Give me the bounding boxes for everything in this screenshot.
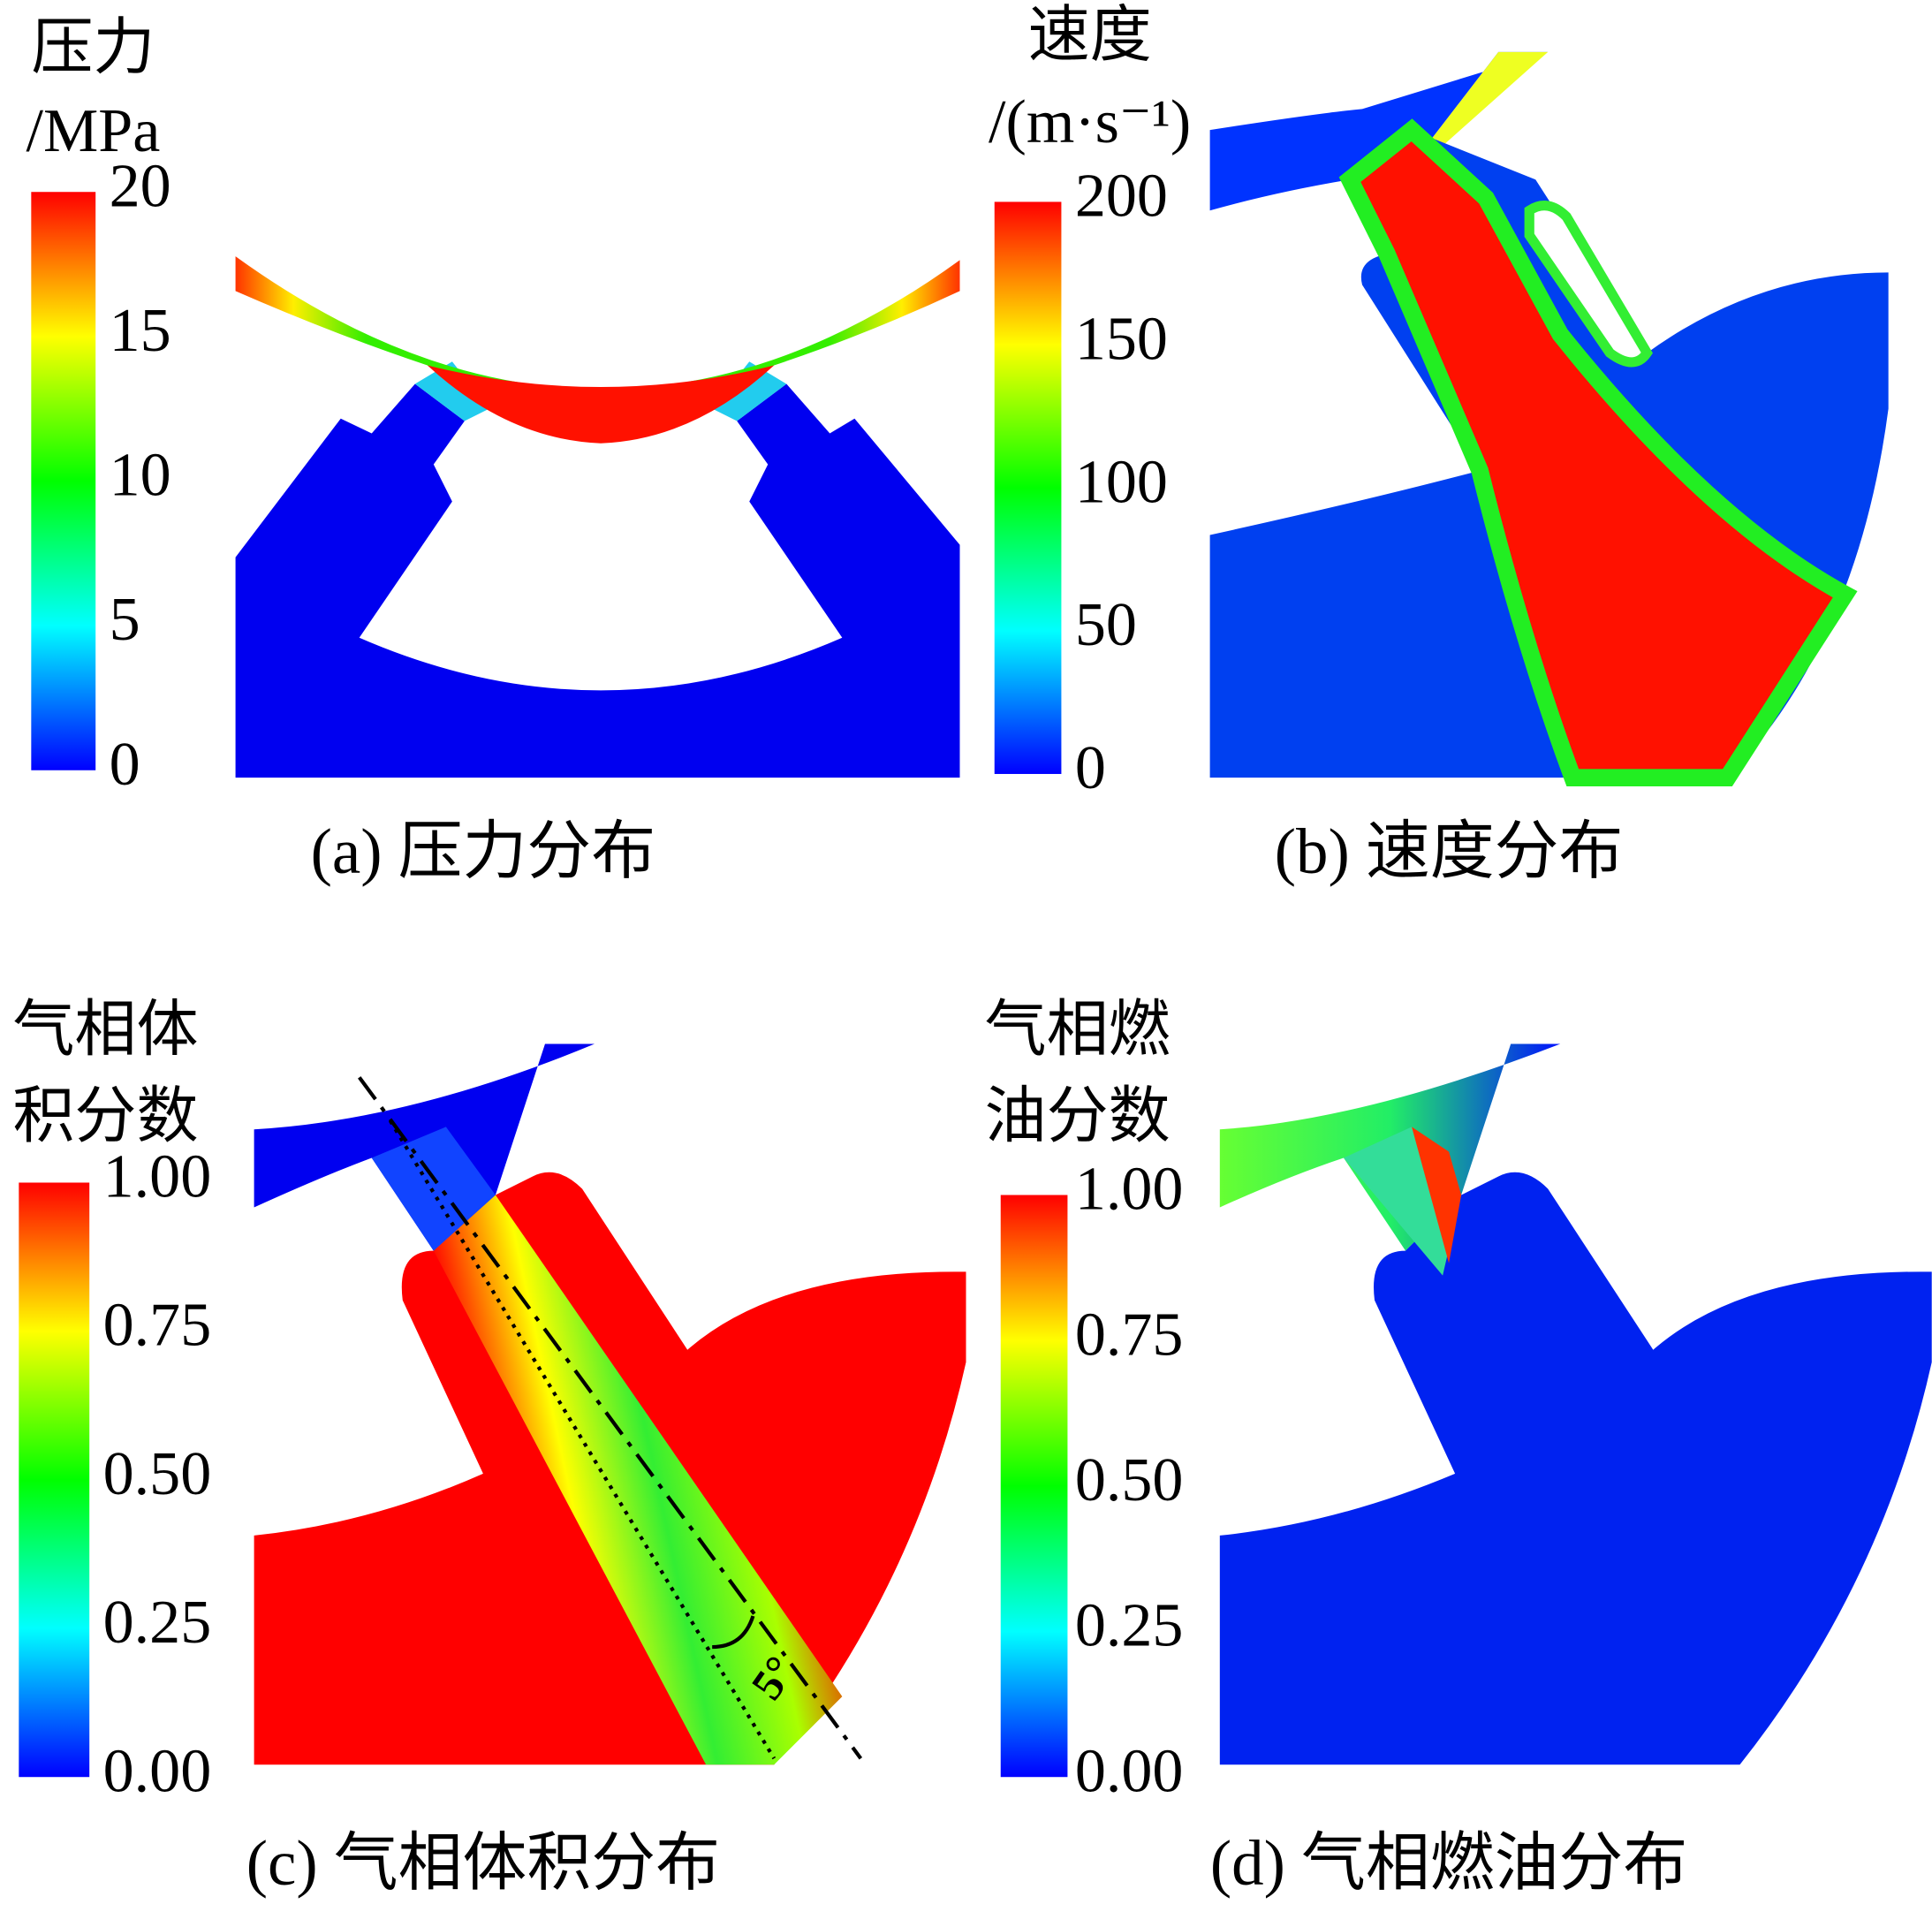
colorbar-tick-label: 0 [110, 731, 140, 799]
colorbar-tick-label: 0.25 [1075, 1592, 1184, 1660]
panel-caption: (d) 气相燃油分布 [1210, 1827, 1687, 1899]
colorbar [31, 192, 96, 770]
colorbar-tick-label: 0.50 [103, 1440, 212, 1508]
legend-title: /(m·s⁻¹) [989, 88, 1191, 156]
colorbar-tick-label: 100 [1075, 448, 1168, 516]
panel-caption: (a) 压力分布 [311, 816, 656, 887]
legend-title: 积分数 [12, 1083, 198, 1151]
colorbar-tick-label: 20 [110, 152, 171, 220]
colorbar-tick-label: 50 [1075, 591, 1137, 659]
colorbar-tick-label: 15 [110, 297, 171, 365]
colorbar-tick-label: 150 [1075, 305, 1168, 373]
colorbar-tick-label: 0 [1075, 734, 1106, 802]
vapor-fuel-contour [1219, 1043, 1932, 1765]
colorbar-tick-label: 0.25 [103, 1589, 212, 1657]
colorbar [994, 201, 1062, 774]
colorbar-tick-label: 200 [1075, 163, 1168, 231]
legend-title: 油分数 [985, 1083, 1171, 1151]
colorbar-tick-label: 0.75 [1075, 1301, 1184, 1369]
legend-title: 气相体 [12, 997, 198, 1065]
pressure-contour [235, 256, 960, 778]
colorbar [19, 1182, 90, 1778]
colorbar-tick-label: 1.00 [1075, 1156, 1184, 1224]
legend-title: /MPa [26, 97, 160, 165]
panel-caption: (c) 气相体积分布 [246, 1827, 720, 1899]
colorbar-tick-label: 5 [110, 586, 140, 654]
legend-title: 压力 [31, 14, 155, 82]
vapor-volume-contour: 5° [254, 1043, 966, 1765]
colorbar-tick-label: 0.00 [103, 1737, 212, 1805]
colorbar-tick-label: 10 [110, 442, 171, 510]
colorbar-tick-label: 1.00 [103, 1143, 212, 1211]
colorbar-tick-label: 0.75 [103, 1292, 212, 1360]
legend-title: 气相燃 [985, 997, 1171, 1065]
colorbar-tick-label: 0.00 [1075, 1737, 1184, 1805]
legend-title: 速度 [1028, 2, 1152, 70]
velocity-contour [1209, 51, 1889, 786]
colorbar [1000, 1195, 1068, 1778]
panel-caption: (b) 速度分布 [1275, 816, 1624, 887]
colorbar-tick-label: 0.50 [1075, 1446, 1184, 1514]
